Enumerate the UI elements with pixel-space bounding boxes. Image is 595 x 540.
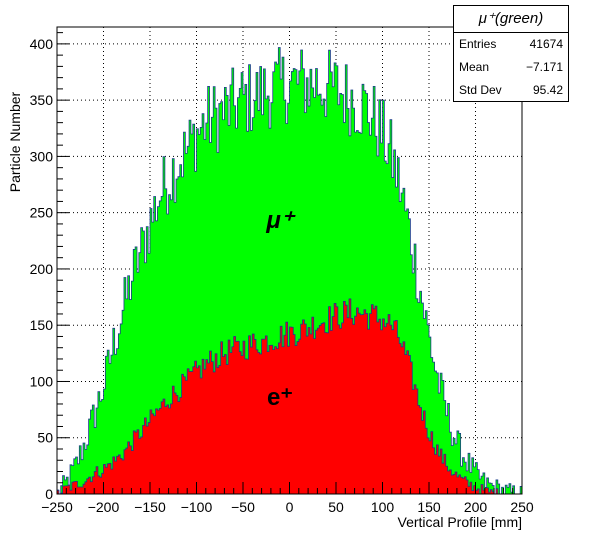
y-axis-ticks: 0 50 100 150 200 250 300 350 400 bbox=[30, 32, 69, 502]
y-tick-label: 100 bbox=[30, 373, 54, 389]
annotation-mu-plus: μ⁺ bbox=[265, 207, 295, 234]
x-tick-label: 250 bbox=[510, 499, 534, 515]
series-e-plus bbox=[56, 298, 522, 495]
y-tick-label: 200 bbox=[30, 261, 54, 277]
stats-title: μ⁺(green) bbox=[454, 6, 568, 33]
stats-box: μ⁺(green) Entries 41674 Mean −7.171 Std … bbox=[453, 5, 569, 102]
stats-value: 41674 bbox=[529, 37, 563, 51]
x-tick-label: −100 bbox=[181, 499, 213, 515]
annotation-e-plus: e⁺ bbox=[267, 384, 293, 411]
x-tick-label: 50 bbox=[328, 499, 344, 515]
series-layer bbox=[56, 47, 523, 495]
stats-row-stddev: Std Dev 95.42 bbox=[454, 79, 568, 102]
x-tick-label: −250 bbox=[41, 499, 73, 515]
stats-label: Entries bbox=[459, 37, 497, 51]
y-axis-title: Particle Number bbox=[7, 91, 23, 192]
x-axis-ticks: −250 −200 −150 −100 −50 0 50 100 150 200 250 bbox=[41, 482, 534, 515]
x-tick-label: 100 bbox=[371, 499, 395, 515]
y-tick-label: 250 bbox=[30, 205, 54, 221]
y-tick-label: 350 bbox=[30, 92, 54, 108]
stats-label: Mean bbox=[459, 60, 490, 74]
stats-row-entries: Entries 41674 bbox=[454, 33, 568, 56]
y-tick-label: 0 bbox=[45, 486, 53, 502]
stats-value: 95.42 bbox=[532, 83, 563, 97]
stats-value: −7.171 bbox=[525, 60, 563, 74]
x-tick-label: −50 bbox=[231, 499, 255, 515]
y-tick-label: 150 bbox=[30, 317, 54, 333]
x-axis-title: Vertical Profile [mm] bbox=[398, 514, 522, 530]
stats-label: Std Dev bbox=[459, 83, 502, 97]
x-tick-label: 200 bbox=[464, 499, 488, 515]
y-tick-label: 400 bbox=[30, 36, 54, 52]
x-tick-label: 0 bbox=[286, 499, 294, 515]
x-tick-label: −150 bbox=[134, 499, 166, 515]
y-tick-label: 50 bbox=[37, 430, 53, 446]
y-tick-label: 300 bbox=[30, 148, 54, 164]
x-tick-label: 150 bbox=[417, 499, 441, 515]
x-tick-label: −200 bbox=[88, 499, 120, 515]
stats-row-mean: Mean −7.171 bbox=[454, 56, 568, 79]
